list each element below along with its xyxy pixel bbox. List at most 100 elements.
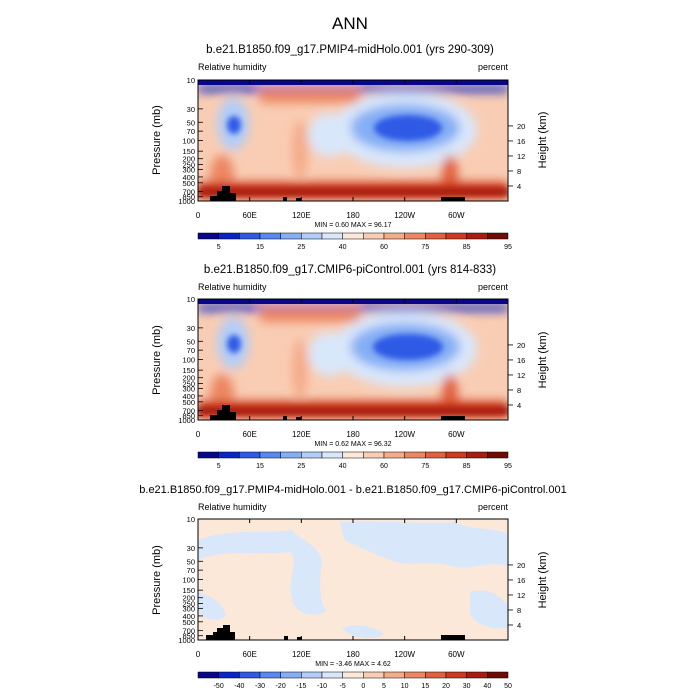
- panel-2-y-tick-label-6: 200: [182, 594, 195, 603]
- panel-0-x-tick-label-0: 0: [196, 211, 201, 220]
- panel-2-colorbar-label-10: 15: [421, 683, 429, 690]
- panel-0-colorbar-swatch-3: [259, 232, 281, 240]
- panel-1-colorbar-label-5: 75: [421, 463, 429, 470]
- panel-0-colorbar-swatch-14: [487, 232, 509, 240]
- panel-0-colorbar-label-2: 25: [297, 244, 305, 251]
- panel-1-ylabel-right: Height (km): [537, 332, 549, 389]
- panel-2-y-right-tick-label-4: 4: [517, 621, 521, 630]
- panel-1-y-tick-label-5: 150: [182, 366, 195, 375]
- panel-2-axes: 0 60E 120E 180 120W 60W 10 30 507010015020025030…: [178, 515, 525, 659]
- panel-0-axes: 0 60E 120E 180 120W 60W 10 30 507010015020025030…: [178, 76, 525, 220]
- panel-2-colorbar-label-1: -40: [234, 683, 244, 690]
- panel-2-colorbar: -50 -40 -30 -20 -15 -10 -5 0 5 10 15 20 30 40 50: [197, 671, 512, 690]
- panel-1-x-tick-label-0: 0: [196, 430, 201, 439]
- panel-2-field: [198, 519, 508, 640]
- panel-0-y-tick-label-10: 500: [182, 179, 195, 188]
- panel-0-colorbar-label-0: 5: [217, 244, 221, 251]
- panel-1-x-tick-label-1: 60E: [243, 430, 257, 439]
- panel-2-colorbar-label-9: 10: [401, 683, 409, 690]
- panel-0-y-right-tick-label-4: 4: [517, 182, 521, 191]
- panel-2-y-tick-label-3: 70: [187, 566, 195, 575]
- panel-2-x-tick-label-3: 180: [346, 650, 360, 659]
- panel-2-y-tick-label-4: 100: [182, 576, 195, 585]
- panel-1-colorbar-swatch-1: [218, 451, 240, 459]
- panel-2-y-tick-label-1: 30: [187, 544, 195, 553]
- panel-0-colorbar-swatch-13: [466, 232, 488, 240]
- panel-2-y-right-tick-label-1: 16: [517, 576, 525, 585]
- panel-1-colorbar-swatch-10: [404, 451, 426, 459]
- panel-2-colorbar-swatch-2: [239, 671, 261, 679]
- panel-0-x-tick-label-5: 60W: [448, 211, 465, 220]
- panel-0-x-tick-label-3: 180: [346, 211, 360, 220]
- panel-2-negative-region-d: [470, 590, 508, 629]
- panel-2-negative-region-a: [198, 530, 326, 615]
- panel-2-colorbar-swatch-9: [383, 671, 405, 679]
- panel-2-y-tick-label-9: 400: [182, 612, 195, 621]
- panel-2-colorbar-label-0: -50: [214, 683, 224, 690]
- panel-1-y-tick-label-11: 700: [182, 407, 195, 416]
- panel-1-colorbar-label-3: 40: [339, 463, 347, 470]
- panel-2-colorbar-label-7: 0: [361, 683, 365, 690]
- page-title: ANN: [332, 14, 368, 33]
- panel-1-y-tick-label-8: 300: [182, 384, 195, 393]
- panel-2-colorbar-swatch-4: [280, 671, 302, 679]
- panel-2-colorbar-label-11: 20: [442, 683, 450, 690]
- panel-2-y-tick-label-5: 150: [182, 586, 195, 595]
- panel-0-y-right-tick-label-0: 20: [517, 122, 525, 131]
- panel-0-y-tick-label-7: 250: [182, 161, 195, 170]
- panel-1-y-tick-label-9: 400: [182, 392, 195, 401]
- panel-1-colorbar-swatch-5: [301, 451, 323, 459]
- panel-2-x-tick-label-0: 0: [196, 650, 201, 659]
- panel-0-colorbar-swatch-1: [218, 232, 240, 240]
- panel-2-y-tick-label-10: 500: [182, 618, 195, 627]
- panel-0-ylabel: Pressure (mb): [151, 105, 163, 175]
- panel-2-y-right-tick-label-0: 20: [517, 561, 525, 570]
- panel-0-y-tick-label-5: 150: [182, 147, 195, 156]
- panel-1-y-right-tick-label-2: 12: [517, 371, 525, 380]
- panel-2: b.e21.B1850.f09_g17.PMIP4-midHolo.001 - …: [139, 484, 566, 690]
- panel-2-negative-region-b: [340, 521, 508, 568]
- panel-0-ylabel-right: Height (km): [537, 112, 549, 169]
- panel-2-colorbar-label-2: -30: [255, 683, 265, 690]
- panel-0-title: b.e21.B1850.f09_g17.PMIP4-midHolo.001 (y…: [206, 44, 494, 56]
- panel-1-y-right-tick-label-0: 20: [517, 341, 525, 350]
- panel-2-y-tick-label-11: 700: [182, 627, 195, 636]
- panel-2-x-tick-label-2: 120E: [292, 650, 311, 659]
- panel-2-colorbar-swatch-14: [487, 671, 509, 679]
- panel-2-colorbar-label-14: 50: [504, 683, 512, 690]
- panel-1-colorbar-label-2: 25: [297, 463, 305, 470]
- panel-0-y-tick-label-9: 400: [182, 173, 195, 182]
- panel-0-topography: [210, 186, 465, 201]
- panel-0-colorbar-swatch-6: [321, 232, 343, 240]
- panel-0-y-tick-label-0: 10: [187, 76, 195, 85]
- panel-0-y-tick-label-1: 30: [187, 105, 195, 114]
- panel-1-colorbar-swatch-4: [280, 451, 302, 459]
- panel-2-stats: MIN = -3.46 MAX = 4.62: [315, 661, 391, 668]
- panel-0-colorbar-label-3: 40: [339, 244, 347, 251]
- panel-0-y-tick-label-2: 50: [187, 118, 195, 127]
- panel-0-units-label: percent: [478, 62, 509, 72]
- panel-1-x-tick-label-5: 60W: [448, 430, 465, 439]
- panel-2-colorbar-swatch-3: [259, 671, 281, 679]
- panel-1-x-tick-label-4: 120W: [394, 430, 415, 439]
- panel-2-colorbar-label-8: 5: [382, 683, 386, 690]
- panel-2-negative-region-e: [342, 625, 384, 638]
- panel-2-y-tick-label-12: 850: [182, 632, 195, 641]
- panel-2-colorbar-swatch-12: [445, 671, 467, 679]
- panel-0-y-right-tick-label-2: 12: [517, 152, 525, 161]
- panel-0: b.e21.B1850.f09_g17.PMIP4-midHolo.001 (y…: [151, 44, 549, 251]
- panel-1-colorbar-label-6: 85: [463, 463, 471, 470]
- panel-1-colorbar-label-1: 15: [256, 463, 264, 470]
- panel-0-colorbar-label-1: 15: [256, 244, 264, 251]
- panel-2-colorbar-swatch-6: [321, 671, 343, 679]
- panel-2-y-tick-label-0: 10: [187, 515, 195, 524]
- panel-1-colorbar-label-0: 5: [217, 463, 221, 470]
- panel-2-negative-region-c: [198, 592, 226, 620]
- panel-1-colorbar-swatch-12: [445, 451, 467, 459]
- panel-0-colorbar-swatch-10: [404, 232, 426, 240]
- panel-2-colorbar-label-4: -15: [296, 683, 306, 690]
- panel-0-colorbar-label-5: 75: [421, 244, 429, 251]
- panel-1-colorbar: 5 15 25 40 60 75 85 95: [197, 451, 512, 470]
- panel-1-units-label: percent: [478, 282, 509, 292]
